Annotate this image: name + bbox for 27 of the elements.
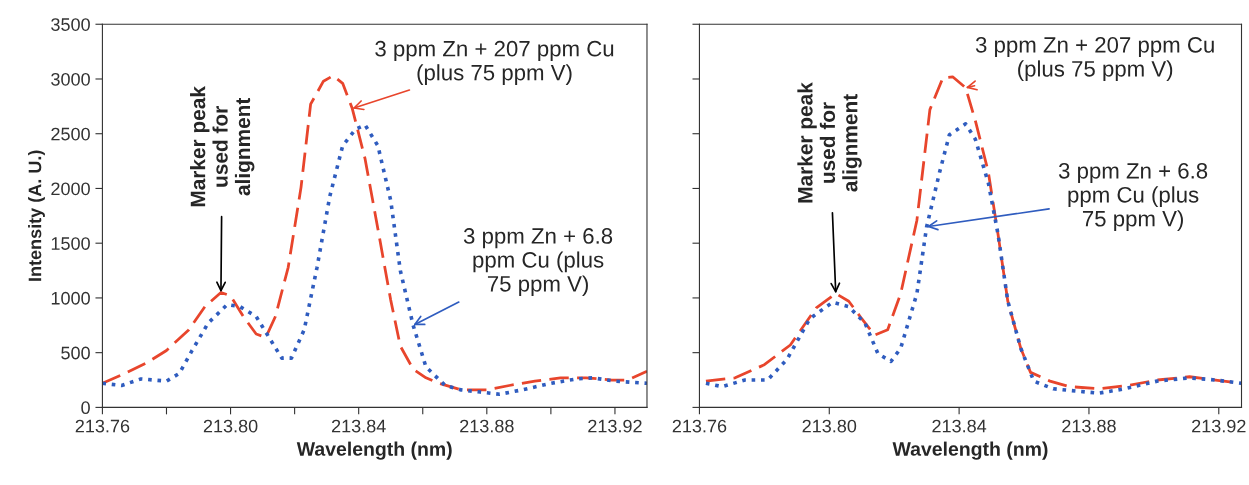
y-tick-label: 1500 [51,237,90,250]
x-tick-label: 213.80 [802,419,857,433]
y-tick-label: 3000 [51,72,90,86]
x-axis-title: Wavelength (nm) [296,441,452,460]
annotation: 3 ppm Zn + 207 ppm Cu (plus 75 ppm V) [975,36,1214,82]
y-tick-label: 1000 [51,291,90,305]
x-tick-label: 213.88 [1062,419,1116,433]
y-tick-label: 3500 [51,18,90,31]
y-axis-title: Intensity (A. U.) [28,150,45,281]
x-tick-label: 213.76 [75,419,130,433]
y-tick-label: 2500 [51,127,90,141]
x-tick-label: 213.80 [203,419,258,433]
y-tick-label: 0 [81,401,90,415]
annotation: 3 ppm Zn + 6.8 ppm Cu (plus 75 ppm V) [463,228,613,297]
x-tick-label: 213.76 [672,419,727,433]
x-tick-label: 213.92 [1192,419,1246,433]
annotation: Marker peak used for alignment [797,82,862,203]
x-tick-label: 213.88 [460,419,514,433]
annotation: 3 ppm Zn + 207 ppm Cu (plus 75 ppm V) [375,40,614,85]
x-axis-title: Wavelength (nm) [892,441,1048,460]
annotation: 3 ppm Zn + 6.8 ppm Cu (plus 75 ppm V) [1058,162,1208,231]
y-tick-label: 500 [61,346,90,360]
x-tick-label: 213.92 [588,419,642,433]
y-tick-label: 2000 [51,182,90,196]
x-tick-label: 213.84 [932,419,987,433]
annotation: Marker peak used for alignment [190,86,255,207]
x-tick-label: 213.84 [331,419,386,433]
